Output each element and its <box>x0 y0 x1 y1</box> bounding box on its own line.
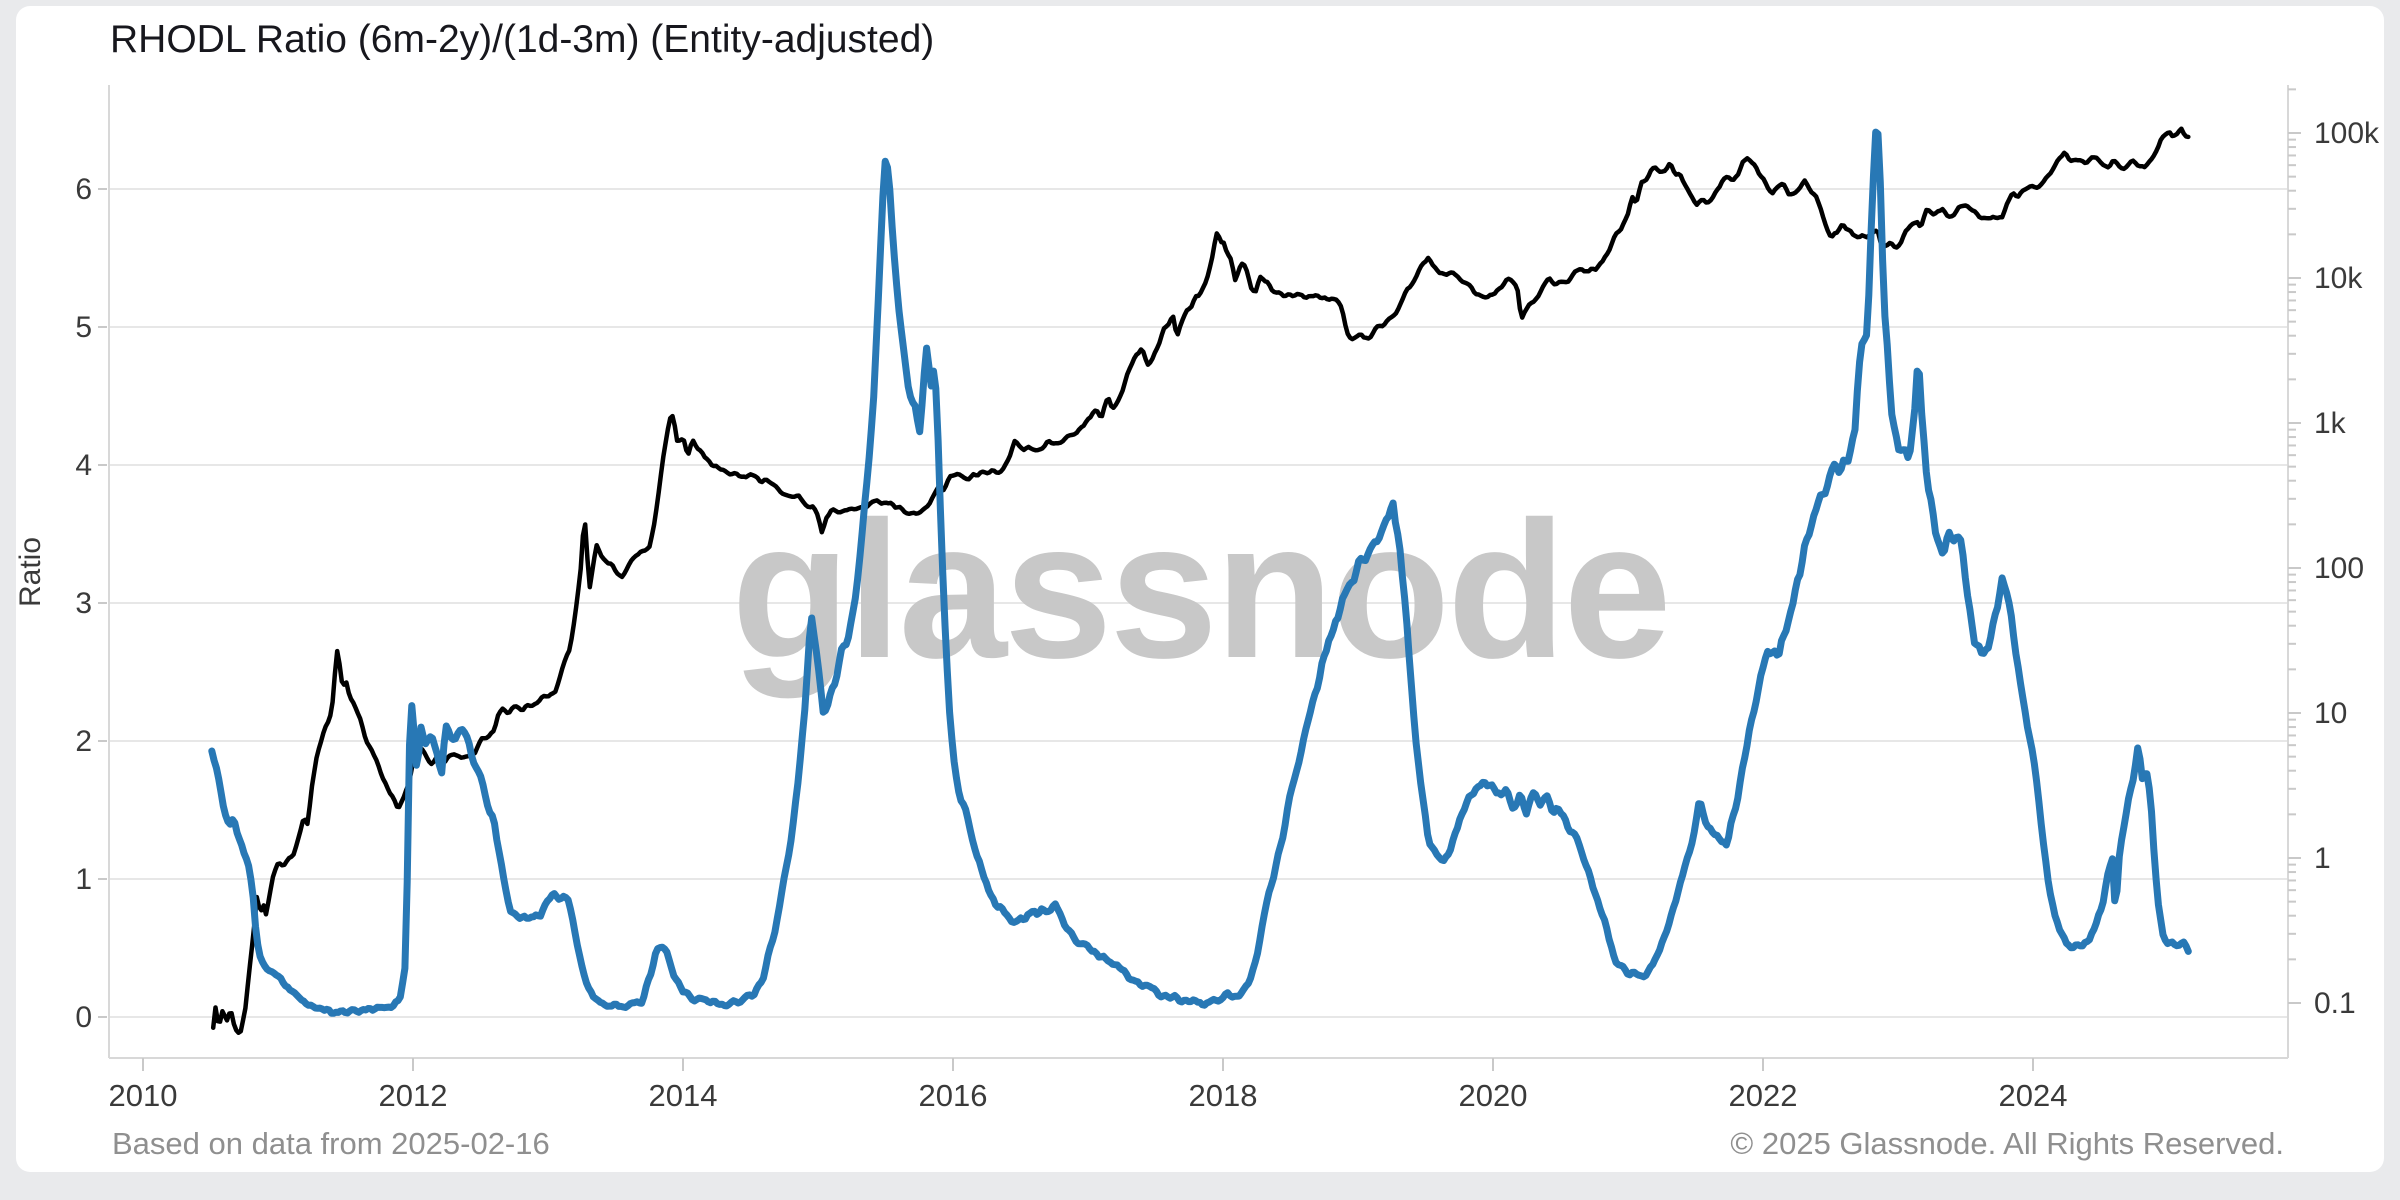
right-axis-tick-label: 10 <box>2314 697 2347 730</box>
x-axis-tick-label: 2018 <box>1189 1078 1258 1113</box>
y-axis-tick-label: 0 <box>75 1001 92 1034</box>
glassnode-watermark-logo: glassnode <box>731 481 1668 699</box>
right-axis-tick-label: 1 <box>2314 842 2331 875</box>
right-axis-tick-label: 10k <box>2314 262 2363 295</box>
copyright-note: © 2025 Glassnode. All Rights Reserved. <box>1730 1126 2284 1161</box>
x-axis-tick-label: 2010 <box>109 1078 178 1113</box>
y-axis-tick-label: 4 <box>75 449 92 482</box>
plot-area[interactable] <box>208 126 2192 1035</box>
gridlines <box>109 188 2288 1018</box>
y-axis-tick-label: 6 <box>75 173 92 206</box>
right-axis-tick-label: 0.1 <box>2314 987 2356 1020</box>
right-axis-tick-label: 1k <box>2314 407 2347 440</box>
x-axis-tick-label: 2022 <box>1729 1078 1798 1113</box>
axes <box>98 85 2301 1071</box>
y-axis-tick-label: 3 <box>75 587 92 620</box>
x-axis-tick-label: 2024 <box>1999 1078 2068 1113</box>
right-axis-tick-label: 100 <box>2314 552 2364 585</box>
y-axis-tick-label: 5 <box>75 311 92 344</box>
axis-labels: 0 1 2 3 4 5 6 Ratio 0.1 1 10 100 1k 10k 100k 2010 2012 20… <box>14 117 2380 1113</box>
x-axis-tick-label: 2012 <box>379 1078 448 1113</box>
price-line <box>210 126 2191 1035</box>
y-axis-tick-label: 1 <box>75 863 92 896</box>
y-axis-tick-label: 2 <box>75 725 92 758</box>
data-source-note: Based on data from 2025-02-16 <box>112 1126 550 1161</box>
x-axis-tick-label: 2020 <box>1459 1078 1528 1113</box>
x-axis-tick-label: 2014 <box>649 1078 718 1113</box>
right-axis-tick-label: 100k <box>2314 117 2380 150</box>
y-axis-title: Ratio <box>14 537 47 607</box>
rhodl-ratio-line <box>208 128 2192 1017</box>
chart-card <box>16 6 2384 1172</box>
x-axis-tick-label: 2016 <box>919 1078 988 1113</box>
chart-title: RHODL Ratio (6m-2y)/(1d-3m) (Entity-adju… <box>110 18 935 61</box>
